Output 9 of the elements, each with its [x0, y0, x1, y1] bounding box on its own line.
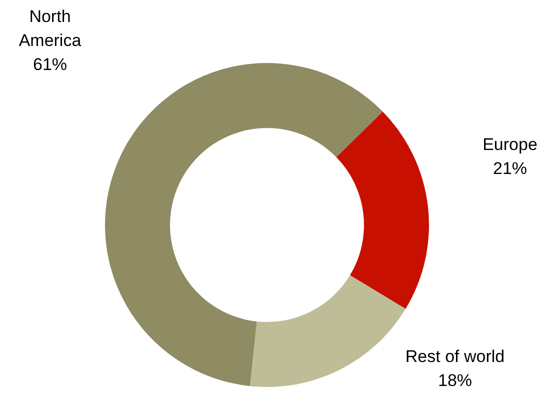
slice-label: North America — [18, 7, 82, 50]
data-label: 18% — [438, 371, 472, 390]
donut-slice — [250, 275, 406, 387]
data-label: 61% — [32, 55, 68, 74]
donut-slice — [336, 112, 429, 309]
data-label: 21% — [492, 159, 528, 178]
slice-label: Rest of world — [405, 347, 505, 366]
slice-label: Europe — [482, 135, 538, 154]
donut-slice — [105, 63, 383, 386]
